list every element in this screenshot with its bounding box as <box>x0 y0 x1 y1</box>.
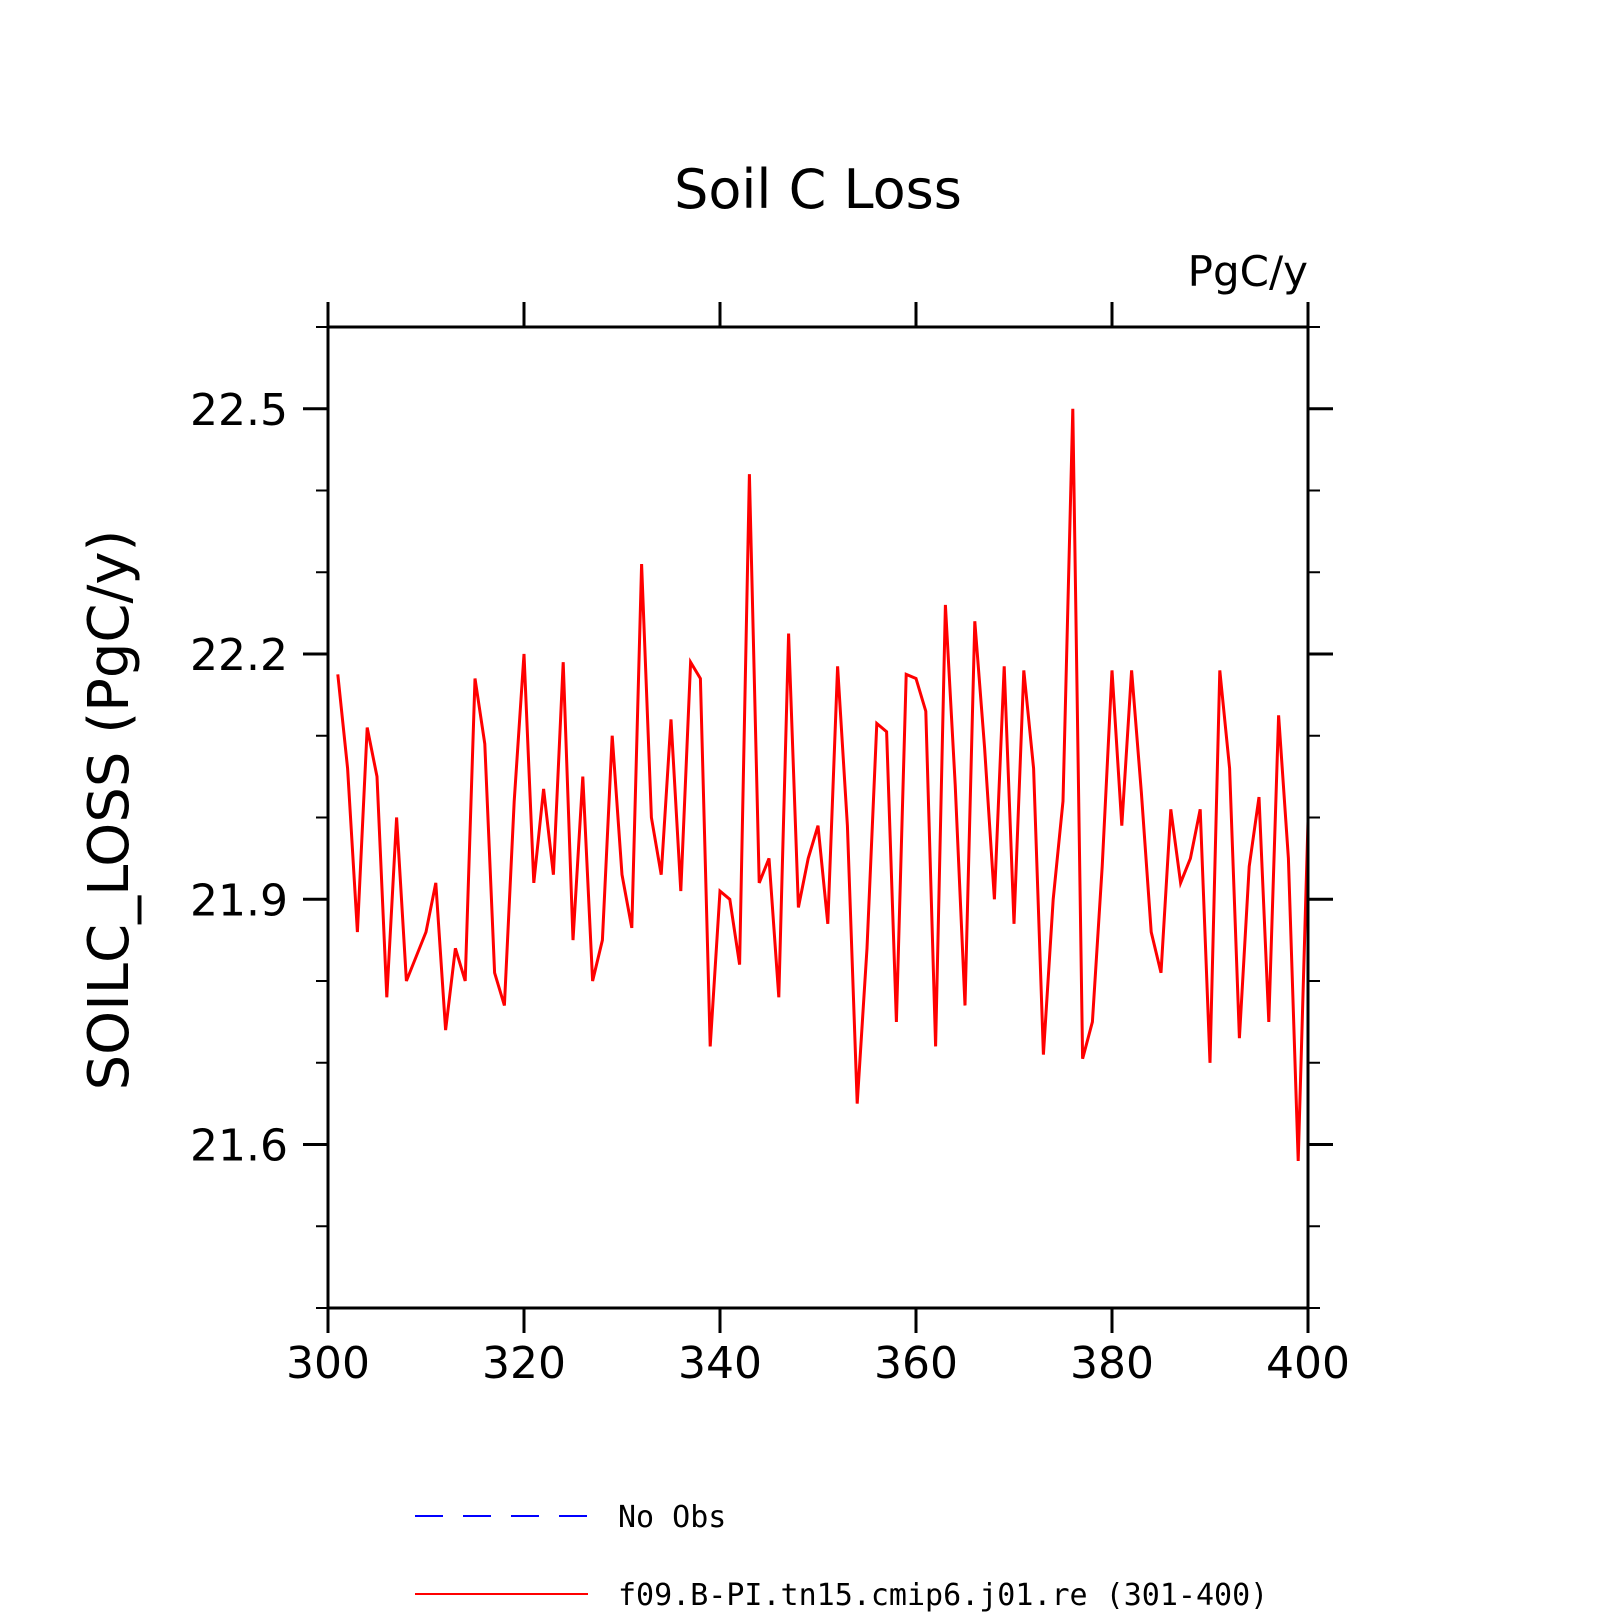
x-tick-labels: 300 320 340 360 380 400 <box>286 1338 1350 1389</box>
y-tick-label: 22.2 <box>190 630 288 681</box>
axis-ticks <box>303 302 1333 1333</box>
plot-frame <box>326 325 1310 1310</box>
x-tick-label: 400 <box>1266 1338 1350 1389</box>
y-tick-label: 22.5 <box>190 385 288 436</box>
x-tick-label: 320 <box>482 1338 566 1389</box>
y-tick-labels: 21.6 21.9 22.2 22.5 <box>190 385 288 1172</box>
y-axis-label: SOILC_LOSS (PgC/y) <box>77 530 142 1091</box>
legend-label-0: No Obs <box>618 1500 726 1535</box>
x-tick-label: 340 <box>678 1338 762 1389</box>
chart-title: Soil C Loss <box>674 158 962 221</box>
x-tick-label: 360 <box>874 1338 958 1389</box>
units-label: PgC/y <box>1188 247 1308 296</box>
y-tick-label: 21.6 <box>190 1121 288 1172</box>
y-tick-label: 21.9 <box>190 875 288 926</box>
legend: No Obs f09.B-PI.tn15.cmip6.j01.re (301-40… <box>415 1500 1268 1613</box>
legend-label-1: f09.B-PI.tn15.cmip6.j01.re (301-400) <box>618 1578 1268 1613</box>
x-tick-label: 380 <box>1070 1338 1154 1389</box>
series-layer <box>336 408 1310 1161</box>
x-tick-label: 300 <box>286 1338 370 1389</box>
series-line-1 <box>336 408 1310 1161</box>
